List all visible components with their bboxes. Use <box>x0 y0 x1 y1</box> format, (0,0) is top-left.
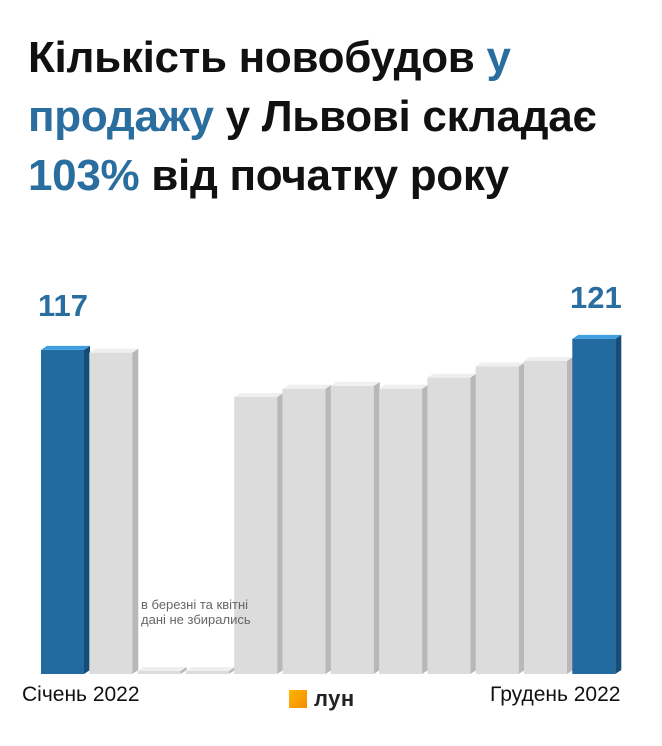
bar <box>89 348 139 674</box>
title-highlight: у продажу <box>28 33 511 141</box>
bar <box>234 393 284 674</box>
title-text: від початку року <box>139 151 509 200</box>
bar <box>379 384 429 674</box>
last-value-label: 121 <box>570 280 622 315</box>
bar <box>185 667 235 674</box>
lun-square-icon <box>289 690 307 708</box>
bar <box>427 373 477 674</box>
x-axis-start-label: Січень 2022 <box>22 683 140 706</box>
brand-logo: лун <box>289 686 355 712</box>
bar <box>572 334 622 674</box>
title-text: у Львові складає <box>213 92 597 141</box>
title-highlight: 103% <box>28 151 140 200</box>
bar <box>282 384 332 674</box>
first-value-label: 117 <box>38 288 89 323</box>
logo-text: лун <box>314 686 355 711</box>
chart-title: Кількість новобудов у продажу у Львові с… <box>28 28 648 205</box>
bar <box>41 345 90 674</box>
bar <box>475 362 525 674</box>
bar <box>330 381 380 674</box>
bar <box>137 667 187 674</box>
title-text: Кількість новобудов <box>28 33 487 82</box>
missing-data-note: в березні та квітні дані не збирались <box>141 597 251 627</box>
x-axis-end-label: Грудень 2022 <box>490 683 621 706</box>
bar <box>524 356 573 674</box>
